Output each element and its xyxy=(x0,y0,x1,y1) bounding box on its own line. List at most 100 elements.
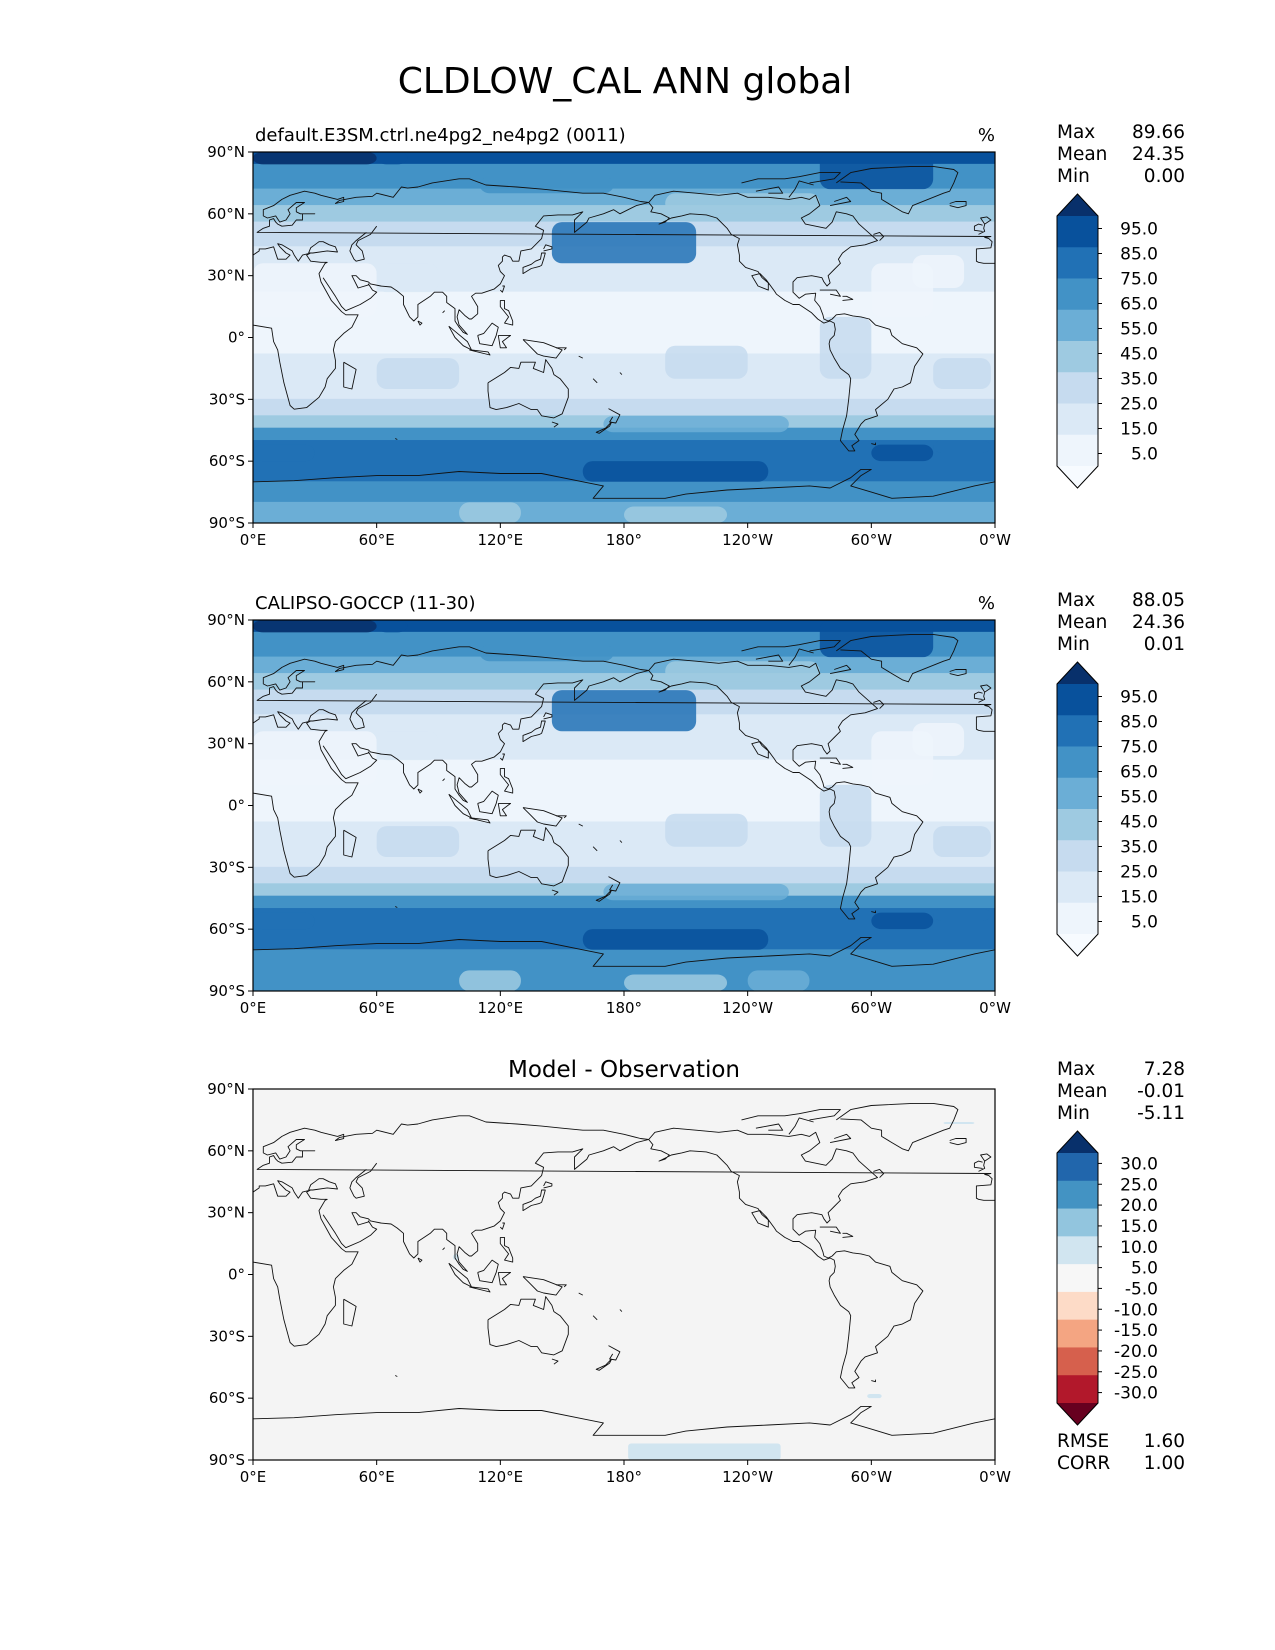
contour-patch xyxy=(459,970,521,991)
colorbar-label: 5.0 xyxy=(1131,1259,1158,1279)
stat-label: Max xyxy=(1057,1059,1095,1080)
stat-label: Min xyxy=(1057,634,1090,655)
stat-label: Mean xyxy=(1057,1081,1107,1102)
panel-title: Model - Observation xyxy=(508,1057,740,1083)
coastline xyxy=(578,355,583,359)
coastline xyxy=(595,889,613,902)
coastline xyxy=(755,654,784,662)
colorbar-segment xyxy=(1057,278,1098,311)
contour-band xyxy=(253,378,995,400)
coastline xyxy=(836,165,959,215)
coastline xyxy=(522,252,546,275)
lat-tick-label: 60°S xyxy=(209,452,245,470)
colorbar-extend-max xyxy=(1057,662,1098,684)
coastline xyxy=(842,1232,854,1238)
colorbar-segment xyxy=(1057,1208,1098,1237)
contour-patch xyxy=(253,912,315,930)
contour-band xyxy=(253,620,995,633)
contour-band xyxy=(253,398,995,417)
stat-label: Min xyxy=(1057,1103,1090,1124)
colorbar-segment xyxy=(1057,871,1098,904)
figure-title: CLDLOW_CAL ANN global xyxy=(398,61,853,102)
map-field xyxy=(253,152,995,523)
coastline xyxy=(608,876,621,892)
coastline xyxy=(619,1309,623,1312)
coastline xyxy=(949,201,967,209)
coastline xyxy=(608,408,621,424)
lon-tick-label: 0°W xyxy=(979,531,1011,549)
contour-patch xyxy=(747,502,810,523)
lat-tick-label: 30°N xyxy=(207,1204,245,1222)
coastline xyxy=(871,910,876,914)
coastline xyxy=(442,310,446,314)
contour-band xyxy=(253,969,995,991)
colorbar-segment xyxy=(1057,1180,1098,1210)
coastline xyxy=(949,669,967,677)
contour-patch xyxy=(479,644,614,662)
map-field xyxy=(253,620,995,991)
coastline xyxy=(595,1358,613,1371)
colorbar-segment xyxy=(1057,777,1098,810)
coastline xyxy=(543,712,553,720)
coastline xyxy=(551,421,559,428)
panel-2: 90°N 60°N 30°N 0° 30°S 60°S 90°S0°E 60°E 120°E 18… xyxy=(207,590,1185,1017)
coastline xyxy=(395,1375,398,1377)
coastline xyxy=(592,378,598,384)
lat-tick-label: 90°S xyxy=(209,514,245,532)
coastline xyxy=(592,846,598,852)
lon-tick-label: 120°W xyxy=(722,999,773,1017)
contour-patch xyxy=(253,620,377,633)
contour-patch xyxy=(603,883,789,901)
coastline xyxy=(253,936,995,967)
coastline xyxy=(349,225,378,262)
coastline xyxy=(978,1153,992,1172)
stat-label: Min xyxy=(1057,166,1090,187)
contour-patch xyxy=(253,152,377,165)
coastline xyxy=(497,1271,512,1286)
coastline xyxy=(949,1138,967,1146)
lon-tick-label: 120°W xyxy=(722,531,773,549)
lat-tick-label: 90°N xyxy=(207,143,245,161)
coastline xyxy=(487,827,569,887)
coastline xyxy=(308,1178,338,1191)
coastline xyxy=(619,372,623,375)
colorbar-segment xyxy=(1057,341,1098,373)
colorbar-label: -30.0 xyxy=(1114,1384,1158,1404)
lon-tick-label: 120°W xyxy=(722,1468,773,1486)
contour-band xyxy=(253,353,995,380)
coastline xyxy=(973,223,983,232)
coastline xyxy=(308,709,338,722)
colorbar-label: 5.0 xyxy=(1131,913,1158,933)
contour-band xyxy=(253,501,995,523)
colorbar-label: -10.0 xyxy=(1114,1300,1158,1320)
contour-band xyxy=(253,821,995,848)
coastline xyxy=(395,906,398,908)
coastline xyxy=(973,1160,983,1169)
contour-band xyxy=(253,673,995,691)
colorbar-extend-min xyxy=(1057,934,1098,956)
coastline xyxy=(873,699,885,709)
lon-tick-label: 60°W xyxy=(851,531,893,549)
colorbar-segment xyxy=(1057,1153,1098,1182)
coastline xyxy=(836,1102,959,1152)
stat-label: Mean xyxy=(1057,612,1107,633)
coastline xyxy=(788,180,814,198)
colorbar-extend-min xyxy=(1057,1403,1098,1425)
contour-patch xyxy=(819,784,872,847)
colorbar-label: 5.0 xyxy=(1131,445,1158,465)
colorbar-label: 25.0 xyxy=(1120,1175,1158,1195)
colorbar-outline xyxy=(1056,1130,1099,1426)
colorbar-segment xyxy=(1057,1291,1098,1321)
colorbar-segment xyxy=(1057,809,1098,841)
lat-tick-label: 90°N xyxy=(207,1080,245,1098)
contour-patch xyxy=(551,690,697,732)
coastline xyxy=(477,322,499,347)
difference-patch xyxy=(943,1121,975,1125)
contour-patch xyxy=(665,193,820,214)
panel-title: default.E3SM.ctrl.ne4pg2_ne4pg2 (0011) xyxy=(255,125,626,146)
coastline xyxy=(256,646,995,803)
coastline xyxy=(556,347,567,351)
colorbar-label: 15.0 xyxy=(1120,420,1158,440)
coastline xyxy=(417,320,423,326)
